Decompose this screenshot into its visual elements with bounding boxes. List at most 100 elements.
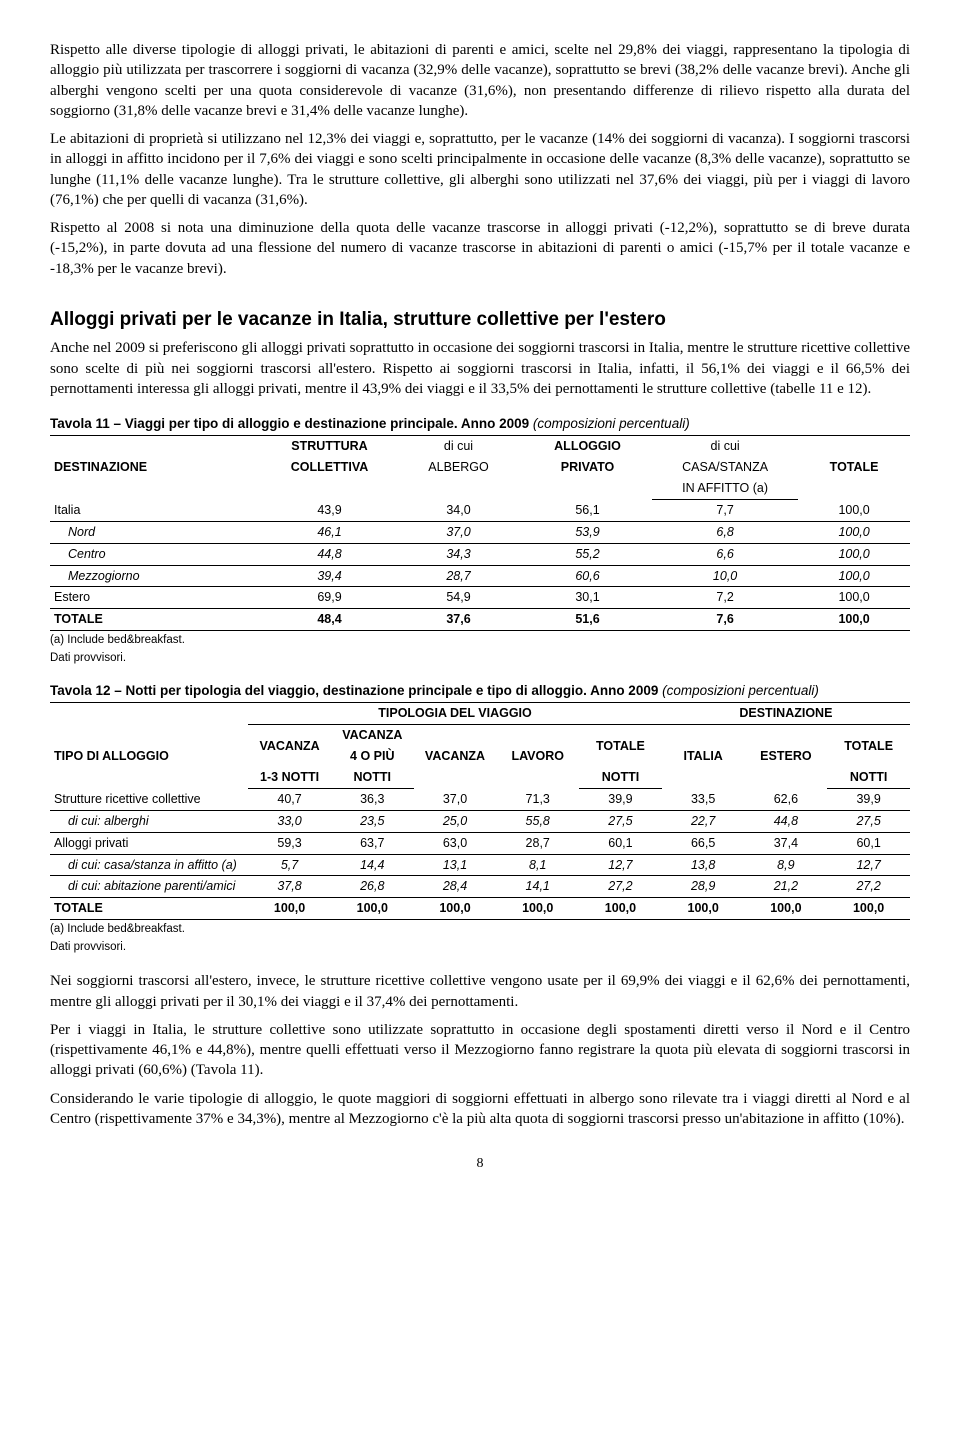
th-totnotti2-b: NOTTI — [827, 767, 910, 788]
th-vac4p-b: 4 O PIÙ — [331, 746, 414, 767]
table-row: Centro44,834,355,26,6100,0 — [50, 543, 910, 565]
cell-value: 8,1 — [496, 854, 579, 876]
cell-value: 100,0 — [414, 898, 497, 920]
table11-footnote-b: Dati provvisori. — [50, 651, 910, 667]
table-total-row: TOTALE48,437,651,67,6100,0 — [50, 609, 910, 631]
paragraph-5: Nei soggiorni trascorsi all'estero, inve… — [50, 971, 910, 1012]
table-row: di cui: alberghi33,023,525,055,827,522,7… — [50, 810, 910, 832]
table12: TIPOLOGIA DEL VIAGGIO DESTINAZIONE TIPO … — [50, 702, 910, 920]
row-label: di cui: abitazione parenti/amici — [50, 876, 248, 898]
cell-value: 53,9 — [523, 521, 652, 543]
th-group-tipologia: TIPOLOGIA DEL VIAGGIO — [248, 703, 662, 725]
table-row: di cui: casa/stanza in affitto (a)5,714,… — [50, 854, 910, 876]
table11-footnote-a: (a) Include bed&breakfast. — [50, 633, 910, 649]
cell-value: 27,5 — [579, 810, 662, 832]
cell-value: 21,2 — [745, 876, 828, 898]
cell-value: 6,6 — [652, 543, 798, 565]
paragraph-6: Per i viaggi in Italia, le strutture col… — [50, 1020, 910, 1081]
table11-title-main: Tavola 11 – Viaggi per tipo di alloggio … — [50, 416, 533, 431]
th-totale: TOTALE — [798, 436, 910, 500]
page-number: 8 — [50, 1155, 910, 1174]
cell-value: 71,3 — [496, 788, 579, 810]
cell-value: 54,9 — [394, 587, 523, 609]
row-label: Nord — [50, 521, 265, 543]
table11-title: Tavola 11 – Viaggi per tipo di alloggio … — [50, 415, 910, 433]
cell-value: 36,3 — [331, 788, 414, 810]
cell-value: 12,7 — [827, 854, 910, 876]
cell-value: 13,1 — [414, 854, 497, 876]
cell-value: 100,0 — [798, 587, 910, 609]
cell-value: 100,0 — [248, 898, 331, 920]
table-row: Alloggi privati59,363,763,028,760,166,53… — [50, 832, 910, 854]
cell-value: 28,4 — [414, 876, 497, 898]
cell-value: 27,2 — [827, 876, 910, 898]
th-totnotti2-a: TOTALE — [827, 725, 910, 767]
paragraph-1: Rispetto alle diverse tipologie di allog… — [50, 40, 910, 121]
row-label: di cui: casa/stanza in affitto (a) — [50, 854, 248, 876]
cell-value: 100,0 — [745, 898, 828, 920]
th-lavoro: LAVORO — [496, 725, 579, 789]
paragraph-4: Anche nel 2009 si preferiscono gli allog… — [50, 338, 910, 399]
cell-value: 22,7 — [662, 810, 745, 832]
row-label: Centro — [50, 543, 265, 565]
cell-value: 39,9 — [579, 788, 662, 810]
table12-footnote-b: Dati provvisori. — [50, 940, 910, 956]
paragraph-2: Le abitazioni di proprietà si utilizzano… — [50, 129, 910, 210]
cell-value: 27,2 — [579, 876, 662, 898]
cell-value: 60,1 — [579, 832, 662, 854]
th-group-destinazione: DESTINAZIONE — [662, 703, 910, 725]
cell-value: 100,0 — [798, 521, 910, 543]
cell-value: 13,8 — [662, 854, 745, 876]
cell-value: 55,2 — [523, 543, 652, 565]
row-label: Alloggi privati — [50, 832, 248, 854]
cell-value: 100,0 — [798, 499, 910, 521]
th-destinazione: DESTINAZIONE — [50, 436, 265, 500]
th-dicui-casa-b: CASA/STANZA — [652, 457, 798, 478]
cell-value: 37,0 — [394, 521, 523, 543]
cell-value: 100,0 — [798, 543, 910, 565]
paragraph-7: Considerando le varie tipologie di allog… — [50, 1089, 910, 1130]
cell-value: 55,8 — [496, 810, 579, 832]
th-italia: ITALIA — [662, 725, 745, 789]
cell-value: 51,6 — [523, 609, 652, 631]
cell-value: 34,3 — [394, 543, 523, 565]
table12-title-main: Tavola 12 – Notti per tipologia del viag… — [50, 683, 662, 698]
table11-title-sub: (composizioni percentuali) — [533, 416, 690, 431]
table12-title: Tavola 12 – Notti per tipologia del viag… — [50, 682, 910, 700]
th-alloggio-b: PRIVATO — [523, 457, 652, 499]
cell-value: 100,0 — [798, 565, 910, 587]
th-tipo-alloggio: TIPO DI ALLOGGIO — [50, 725, 248, 789]
cell-value: 14,1 — [496, 876, 579, 898]
cell-value: 100,0 — [798, 609, 910, 631]
row-label: TOTALE — [50, 898, 248, 920]
cell-value: 6,8 — [652, 521, 798, 543]
cell-value: 44,8 — [265, 543, 394, 565]
cell-value: 48,4 — [265, 609, 394, 631]
th-totnotti1-b: NOTTI — [579, 767, 662, 788]
row-label: Strutture ricettive collettive — [50, 788, 248, 810]
cell-value: 8,9 — [745, 854, 828, 876]
table-row: Estero69,954,930,17,2100,0 — [50, 587, 910, 609]
table11: DESTINAZIONE STRUTTURA di cui ALLOGGIO d… — [50, 435, 910, 631]
cell-value: 28,9 — [662, 876, 745, 898]
cell-value: 10,0 — [652, 565, 798, 587]
th-dicui-casa-a: di cui — [652, 436, 798, 457]
cell-value: 66,5 — [662, 832, 745, 854]
th-dicui-albergo-b: ALBERGO — [394, 457, 523, 499]
row-label: Estero — [50, 587, 265, 609]
table-row: Strutture ricettive collettive40,736,337… — [50, 788, 910, 810]
cell-value: 100,0 — [579, 898, 662, 920]
cell-value: 44,8 — [745, 810, 828, 832]
cell-value: 33,0 — [248, 810, 331, 832]
cell-value: 26,8 — [331, 876, 414, 898]
row-label: Italia — [50, 499, 265, 521]
cell-value: 40,7 — [248, 788, 331, 810]
cell-value: 33,5 — [662, 788, 745, 810]
table12-title-sub: (composizioni percentuali) — [662, 683, 819, 698]
cell-value: 39,9 — [827, 788, 910, 810]
cell-value: 39,4 — [265, 565, 394, 587]
cell-value: 37,6 — [394, 609, 523, 631]
cell-value: 100,0 — [496, 898, 579, 920]
cell-value: 25,0 — [414, 810, 497, 832]
table12-footnote-a: (a) Include bed&breakfast. — [50, 922, 910, 938]
